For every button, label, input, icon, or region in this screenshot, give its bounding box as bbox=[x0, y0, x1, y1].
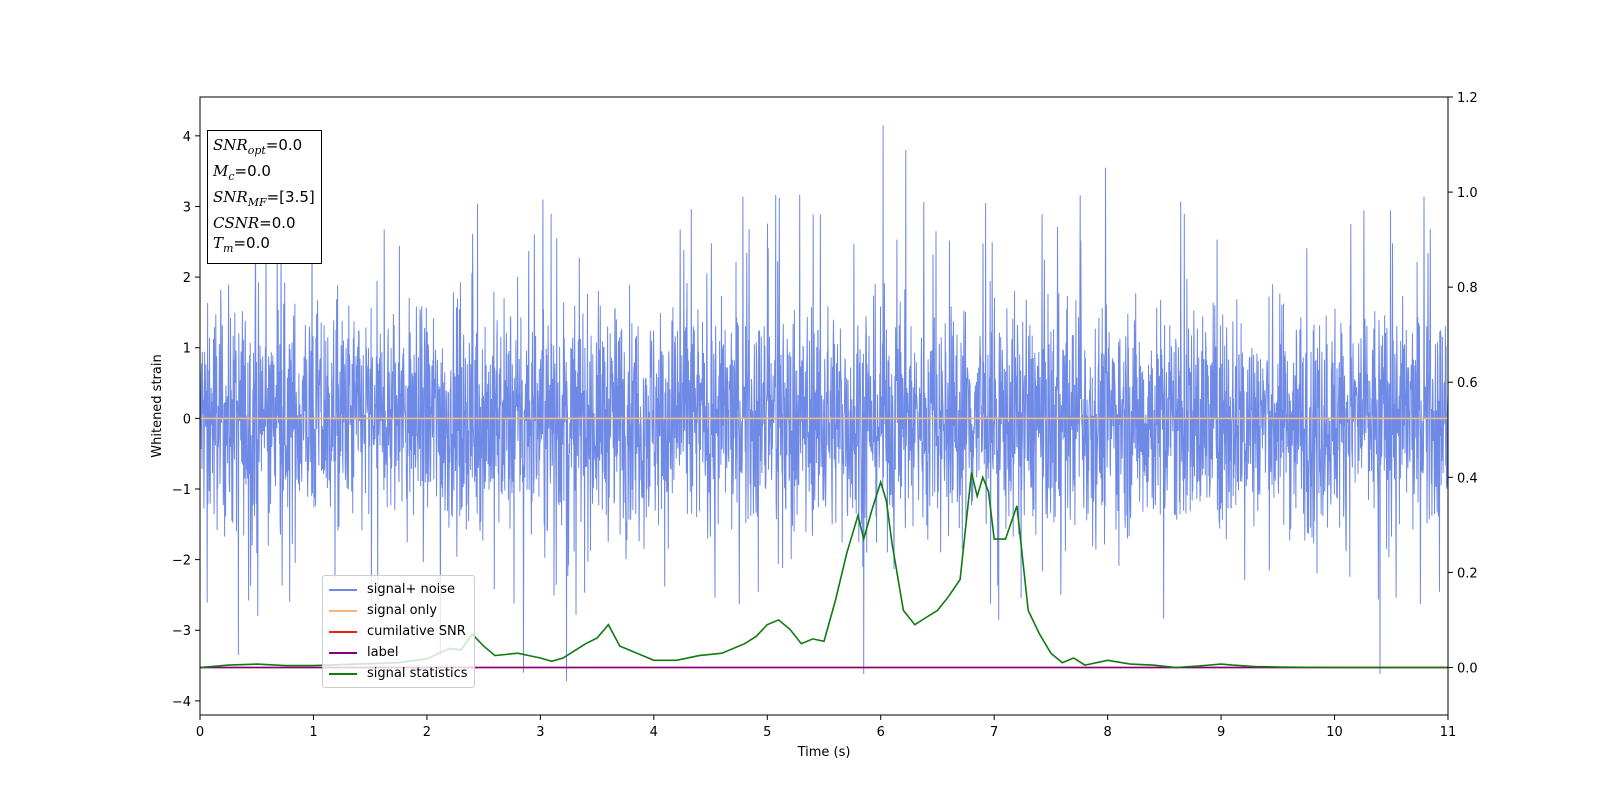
y-tick-label: −4 bbox=[172, 695, 191, 710]
x-tick-label: 7 bbox=[990, 725, 998, 740]
y-tick-label: −3 bbox=[172, 624, 191, 639]
signal-statistics-line bbox=[199, 472, 1448, 669]
y-tick-label: −1 bbox=[172, 483, 191, 498]
legend: signal+ noise signal only cumilative SNR… bbox=[322, 575, 475, 688]
x-tick-label: 9 bbox=[1217, 725, 1225, 740]
y2-tick-label: 0.4 bbox=[1457, 471, 1478, 486]
y-axis-ticks: 4 3 2 1 0 −1 −2 −3 −4 bbox=[172, 130, 200, 710]
signal-noise-trace bbox=[199, 125, 1449, 682]
x-tick-label: 8 bbox=[1103, 725, 1111, 740]
y2-tick-label: 0.6 bbox=[1457, 376, 1478, 391]
x-tick-label: 3 bbox=[536, 725, 544, 740]
signal-noise-line bbox=[199, 125, 1449, 682]
legend-swatch bbox=[329, 609, 357, 612]
legend-swatch bbox=[329, 672, 357, 675]
plot-frame bbox=[199, 96, 1449, 716]
snr-mf-row: SNRMF=[3.5] bbox=[213, 188, 315, 209]
x-tick-label: 1 bbox=[309, 725, 317, 740]
csnr-row: CSNR=0.0 bbox=[213, 214, 296, 232]
legend-entry: signal+ noise bbox=[329, 579, 468, 600]
y-tick-label: −2 bbox=[172, 554, 191, 569]
x-tick-label: 5 bbox=[763, 725, 771, 740]
x-tick-label: 11 bbox=[1440, 725, 1457, 740]
x-tick-label: 0 bbox=[196, 725, 204, 740]
legend-swatch bbox=[329, 651, 357, 654]
y-tick-label: 2 bbox=[183, 271, 191, 286]
legend-entry: label bbox=[329, 642, 468, 663]
legend-swatch bbox=[329, 588, 357, 591]
y2-tick-label: 0.0 bbox=[1457, 661, 1478, 676]
y-tick-label: 4 bbox=[183, 130, 191, 145]
snr-opt-row: SNRopt=0.0 bbox=[213, 136, 303, 157]
legend-entry: cumilative SNR bbox=[329, 621, 468, 642]
stats-box: SNRopt=0.0 Mc=0.0 SNRMF=[3.5] CSNR=0.0 T… bbox=[207, 130, 322, 264]
y-axis-label: Whitened strain bbox=[150, 354, 165, 457]
x-tick-label: 6 bbox=[877, 725, 885, 740]
tm-row: Tm=0.0 bbox=[213, 234, 270, 255]
y-tick-label: 3 bbox=[183, 200, 191, 215]
x-tick-label: 4 bbox=[650, 725, 658, 740]
y2-axis-ticks: 1.2 1.0 0.8 0.6 0.4 0.2 0.0 bbox=[1448, 91, 1478, 676]
y2-tick-label: 1.0 bbox=[1457, 186, 1478, 201]
legend-entry: signal only bbox=[329, 600, 468, 621]
x-tick-label: 2 bbox=[423, 725, 431, 740]
y-tick-label: 0 bbox=[183, 412, 191, 427]
mc-row: Mc=0.0 bbox=[213, 162, 271, 183]
legend-entry: signal statistics bbox=[329, 663, 468, 684]
y2-tick-label: 0.2 bbox=[1457, 566, 1478, 581]
y2-tick-label: 1.2 bbox=[1457, 91, 1478, 106]
y-tick-label: 1 bbox=[183, 342, 191, 357]
legend-swatch bbox=[329, 630, 357, 633]
y2-tick-label: 0.8 bbox=[1457, 281, 1478, 296]
x-axis-label: Time (s) bbox=[797, 745, 851, 760]
x-axis-ticks: 0 1 2 3 4 5 6 7 8 9 10 11 bbox=[196, 715, 1456, 740]
x-tick-label: 10 bbox=[1326, 725, 1343, 740]
